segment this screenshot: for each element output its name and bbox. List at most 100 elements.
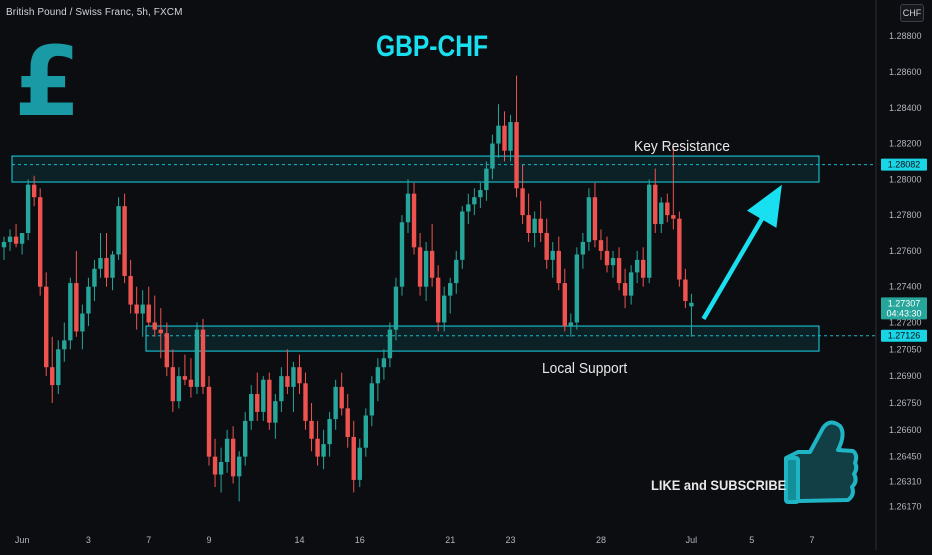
candle[interactable] [7,229,13,251]
candle[interactable] [417,233,423,296]
candle[interactable] [152,295,157,337]
candle[interactable] [351,420,356,493]
currency-badge[interactable]: CHF [900,4,924,22]
candle[interactable] [249,385,254,430]
candle[interactable] [68,277,73,350]
candle[interactable] [460,206,465,269]
candle[interactable] [405,179,411,234]
candle[interactable] [586,188,592,251]
candle[interactable] [255,372,260,421]
candle[interactable] [74,250,79,337]
candle[interactable] [188,358,194,398]
candle[interactable] [659,197,664,234]
candle[interactable] [321,429,326,470]
candle[interactable] [56,340,61,395]
candle[interactable] [689,293,694,337]
candle[interactable] [387,322,393,368]
candle[interactable] [580,233,586,269]
candle[interactable] [568,313,574,337]
candle[interactable] [279,367,284,412]
candle[interactable] [502,111,507,162]
candle[interactable] [677,211,682,287]
candle[interactable] [592,182,598,248]
candle[interactable] [315,420,320,466]
candle[interactable] [484,161,489,201]
candle[interactable] [653,168,658,234]
candle[interactable] [339,372,344,416]
candle[interactable] [604,236,610,273]
candle[interactable] [634,250,640,284]
candle[interactable] [441,286,447,332]
candle[interactable] [466,193,471,225]
candle[interactable] [116,197,121,260]
candle[interactable] [80,304,85,350]
candle[interactable] [158,308,163,359]
candle[interactable] [496,104,501,158]
candle[interactable] [140,290,145,337]
candle[interactable] [556,236,561,291]
candle[interactable] [363,408,368,457]
candle[interactable] [261,376,266,421]
candle[interactable] [243,411,248,466]
candle[interactable] [411,182,417,255]
candle[interactable] [399,215,405,296]
candle[interactable] [303,372,308,430]
candle[interactable] [44,272,49,377]
candle[interactable] [598,229,604,260]
candle[interactable] [538,200,543,242]
candle[interactable] [128,259,133,314]
candle[interactable] [616,247,622,291]
candle[interactable] [640,247,646,287]
candle[interactable] [628,265,634,305]
candle[interactable] [327,411,332,457]
candle[interactable] [683,268,688,309]
candle[interactable] [478,182,483,208]
candle[interactable] [610,250,616,278]
candle[interactable] [200,318,206,395]
candle[interactable] [369,376,375,427]
candle[interactable] [357,438,362,488]
candle[interactable] [454,250,459,294]
candle[interactable] [514,75,519,198]
candle[interactable] [194,322,200,395]
candle[interactable] [92,259,97,301]
candle[interactable] [472,188,477,216]
candle[interactable] [345,394,350,448]
candle[interactable] [230,426,236,484]
candle[interactable] [550,241,555,278]
candle[interactable] [134,286,139,330]
candle[interactable] [13,224,19,248]
candle[interactable] [212,438,218,488]
candle[interactable] [146,286,151,327]
candle[interactable] [526,193,531,242]
candle[interactable] [562,268,567,332]
candle[interactable] [164,322,170,377]
candle[interactable] [170,349,176,412]
candle[interactable] [86,277,91,327]
candle[interactable] [37,188,43,296]
candle[interactable] [333,379,338,430]
candle[interactable] [544,218,549,269]
candle[interactable] [520,165,525,225]
candle[interactable] [110,250,115,291]
candle[interactable] [31,175,37,207]
candle[interactable] [671,147,676,230]
candle[interactable] [206,376,212,466]
candle[interactable] [448,277,453,314]
candle[interactable] [574,247,580,330]
candle[interactable] [532,211,537,248]
candle[interactable] [291,361,296,412]
candle[interactable] [224,429,230,473]
candle[interactable] [375,358,381,402]
candle[interactable] [25,179,31,241]
candle[interactable] [182,354,188,386]
candle[interactable] [508,114,513,162]
candle[interactable] [218,447,224,493]
candle[interactable] [285,349,290,395]
candle[interactable] [490,134,495,180]
candle[interactable] [62,322,67,362]
candle[interactable] [176,367,182,409]
candle[interactable] [50,336,55,403]
